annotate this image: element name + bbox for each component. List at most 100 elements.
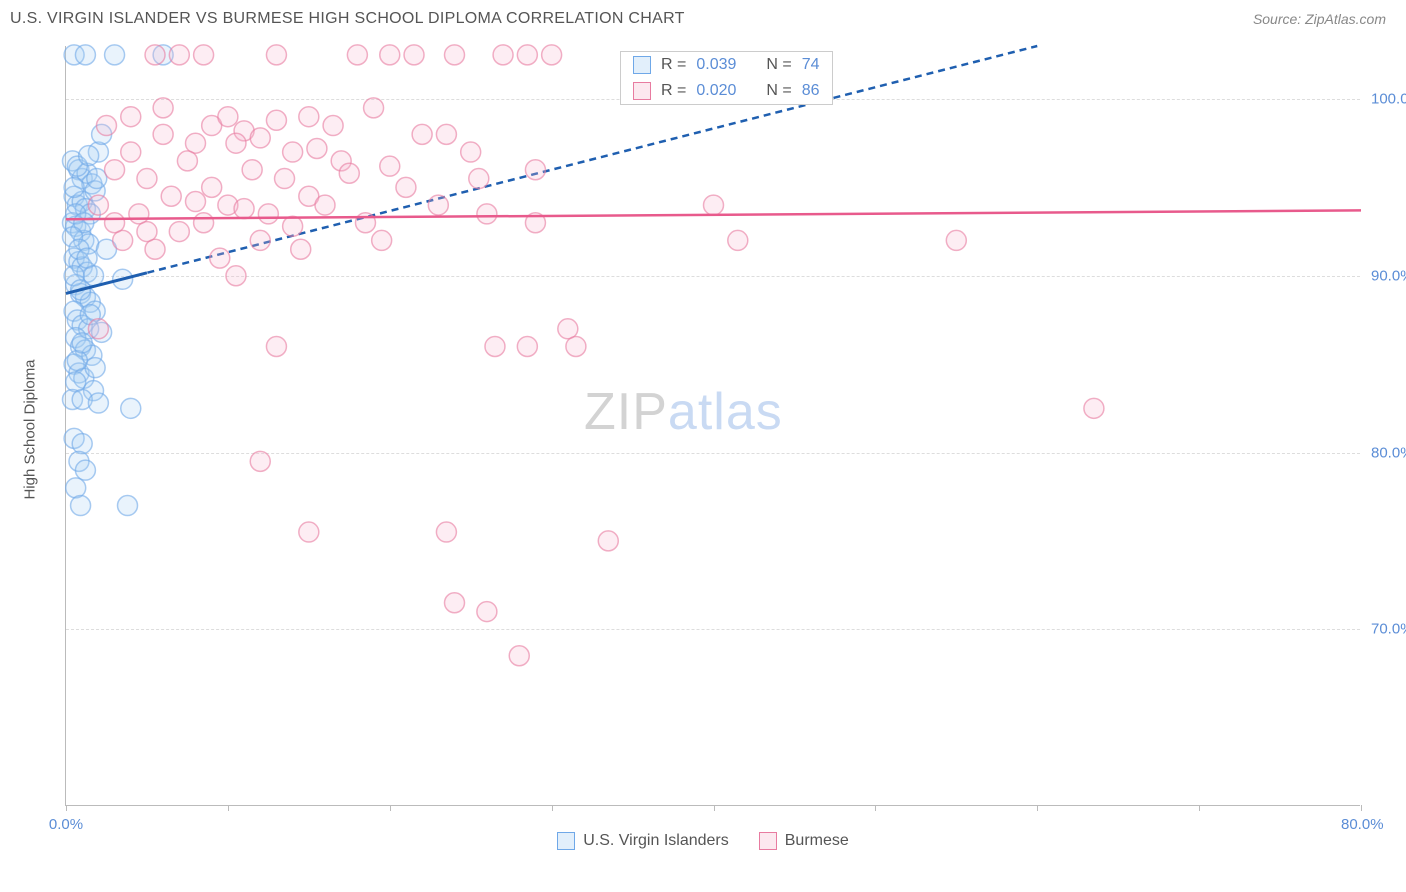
- stat-r-label: R =: [661, 56, 686, 74]
- data-point: [517, 336, 537, 356]
- bottom-legend: U.S. Virgin Islanders Burmese: [0, 832, 1406, 850]
- data-point: [396, 177, 416, 197]
- data-point: [347, 45, 367, 65]
- data-point: [72, 434, 92, 454]
- x-tick: [1361, 805, 1362, 811]
- stats-row: R = 0.039 N = 74: [621, 52, 832, 78]
- data-point: [380, 156, 400, 176]
- data-point: [64, 177, 84, 197]
- data-point: [186, 192, 206, 212]
- data-point: [445, 593, 465, 613]
- data-point: [202, 177, 222, 197]
- data-point: [88, 393, 108, 413]
- data-point: [428, 195, 448, 215]
- data-point: [75, 460, 95, 480]
- data-point: [728, 230, 748, 250]
- data-point: [477, 204, 497, 224]
- stat-n-value: 74: [802, 56, 820, 74]
- data-point: [75, 45, 95, 65]
- data-point: [275, 169, 295, 189]
- data-point: [145, 45, 165, 65]
- data-point: [234, 199, 254, 219]
- data-point: [436, 124, 456, 144]
- data-point: [566, 336, 586, 356]
- data-point: [315, 195, 335, 215]
- data-point: [493, 45, 513, 65]
- data-point: [364, 98, 384, 118]
- data-point: [266, 45, 286, 65]
- legend-swatch: [557, 832, 575, 850]
- x-tick-label-min: 0.0%: [49, 816, 83, 833]
- data-point: [299, 107, 319, 127]
- x-tick-label-max: 80.0%: [1341, 816, 1384, 833]
- data-point: [121, 142, 141, 162]
- scatter-svg: [66, 46, 1361, 806]
- data-point: [177, 151, 197, 171]
- data-point: [1084, 398, 1104, 418]
- data-point: [517, 45, 537, 65]
- data-point: [307, 139, 327, 159]
- data-point: [87, 169, 107, 189]
- data-point: [137, 222, 157, 242]
- data-point: [226, 266, 246, 286]
- series-swatch: [633, 82, 651, 100]
- data-point: [250, 451, 270, 471]
- stat-n-value: 86: [802, 82, 820, 100]
- data-point: [194, 213, 214, 233]
- stat-r-value: 0.039: [696, 56, 736, 74]
- data-point: [137, 169, 157, 189]
- legend-label: U.S. Virgin Islanders: [583, 832, 729, 850]
- data-point: [404, 45, 424, 65]
- data-point: [71, 496, 91, 516]
- stats-legend-box: R = 0.039N = 74R = 0.020N = 86: [620, 51, 833, 105]
- data-point: [946, 230, 966, 250]
- data-point: [153, 124, 173, 144]
- data-point: [118, 496, 138, 516]
- data-point: [210, 248, 230, 268]
- data-point: [525, 160, 545, 180]
- data-point: [461, 142, 481, 162]
- data-point: [542, 45, 562, 65]
- chart-title: U.S. VIRGIN ISLANDER VS BURMESE HIGH SCH…: [10, 10, 685, 28]
- data-point: [283, 216, 303, 236]
- legend-item: U.S. Virgin Islanders: [557, 832, 729, 850]
- data-point: [105, 213, 125, 233]
- data-point: [323, 116, 343, 136]
- data-point: [469, 169, 489, 189]
- data-point: [380, 45, 400, 65]
- series-swatch: [633, 56, 651, 74]
- stat-r-label: R =: [661, 82, 686, 100]
- data-point: [96, 116, 116, 136]
- data-point: [194, 45, 214, 65]
- data-point: [121, 398, 141, 418]
- data-point: [169, 222, 189, 242]
- data-point: [598, 531, 618, 551]
- data-point: [339, 163, 359, 183]
- data-point: [266, 110, 286, 130]
- legend-item: Burmese: [759, 832, 849, 850]
- data-point: [485, 336, 505, 356]
- data-point: [66, 478, 86, 498]
- data-point: [88, 319, 108, 339]
- chart-container: High School Diploma 70.0%80.0%90.0%100.0…: [20, 41, 1386, 841]
- data-point: [445, 45, 465, 65]
- legend-label: Burmese: [785, 832, 849, 850]
- plot-area: 70.0%80.0%90.0%100.0%0.0%80.0%ZIPatlas: [65, 46, 1360, 806]
- data-point: [85, 358, 105, 378]
- source-attribution: Source: ZipAtlas.com: [1253, 11, 1386, 27]
- data-point: [72, 333, 92, 353]
- data-point: [88, 195, 108, 215]
- data-point: [436, 522, 456, 542]
- data-point: [218, 107, 238, 127]
- data-point: [161, 186, 181, 206]
- data-point: [250, 230, 270, 250]
- data-point: [226, 133, 246, 153]
- data-point: [372, 230, 392, 250]
- data-point: [509, 646, 529, 666]
- data-point: [355, 213, 375, 233]
- stat-r-value: 0.020: [696, 82, 736, 100]
- data-point: [242, 160, 262, 180]
- data-point: [258, 204, 278, 224]
- data-point: [250, 128, 270, 148]
- stat-n-label: N =: [766, 56, 791, 74]
